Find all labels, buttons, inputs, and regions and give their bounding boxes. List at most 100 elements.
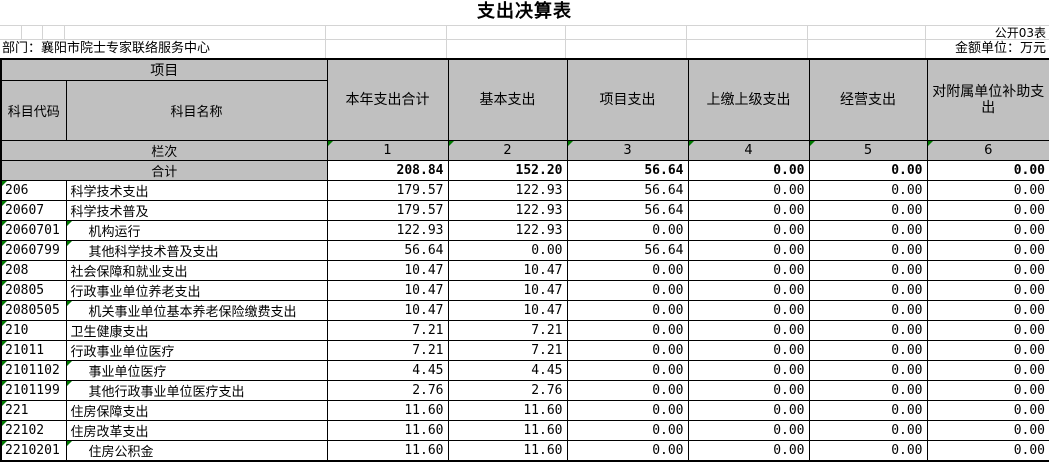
amount-cell[interactable]: 0.00 [447, 240, 568, 261]
column-index-1[interactable]: 1 [326, 140, 449, 161]
subject-code-cell[interactable]: 2080505 [0, 300, 67, 321]
amount-cell[interactable]: 122.93 [447, 220, 568, 241]
empty-cell[interactable] [326, 26, 447, 39]
amount-cell[interactable]: 0.00 [687, 320, 810, 341]
amount-cell[interactable]: 0.00 [687, 380, 810, 401]
amount-cell[interactable]: 0.00 [566, 260, 689, 281]
empty-cell[interactable] [326, 40, 447, 58]
amount-cell[interactable]: 0.00 [808, 400, 928, 421]
empty-cell[interactable] [447, 26, 566, 39]
subject-name-cell[interactable]: 其他行政事业单位医疗支出 [65, 380, 328, 401]
amount-cell[interactable]: 0.00 [566, 220, 689, 241]
empty-cell[interactable] [687, 26, 808, 39]
subject-code-cell[interactable]: 20607 [0, 200, 67, 221]
amount-cell[interactable]: 0.00 [926, 320, 1049, 341]
amount-cell[interactable]: 0.00 [926, 240, 1049, 261]
column-index-3[interactable]: 3 [566, 140, 689, 161]
amount-cell[interactable]: 0.00 [566, 320, 689, 341]
header-col-operating[interactable]: 经营支出 [808, 58, 928, 141]
amount-cell[interactable]: 0.00 [926, 340, 1049, 361]
amount-cell[interactable]: 0.00 [687, 400, 810, 421]
amount-cell[interactable]: 0.00 [566, 440, 689, 462]
subject-name-cell[interactable]: 住房公积金 [65, 440, 328, 462]
amount-cell[interactable]: 0.00 [808, 240, 928, 261]
amount-cell[interactable]: 0.00 [808, 380, 928, 401]
subject-code-cell[interactable]: 2210201 [0, 440, 67, 462]
column-index-5[interactable]: 5 [808, 140, 928, 161]
amount-cell[interactable]: 122.93 [326, 220, 449, 241]
header-col-subsidy[interactable]: 对附属单位补助支出 [926, 58, 1049, 141]
amount-cell[interactable]: 0.00 [687, 180, 810, 201]
amount-cell[interactable]: 0.00 [808, 360, 928, 381]
amount-cell[interactable]: 0.00 [808, 340, 928, 361]
subject-name-cell[interactable]: 行政事业单位养老支出 [65, 280, 328, 301]
amount-cell[interactable]: 0.00 [926, 420, 1049, 441]
column-index-4[interactable]: 4 [687, 140, 810, 161]
amount-cell[interactable]: 2.76 [447, 380, 568, 401]
amount-cell[interactable]: 0.00 [687, 260, 810, 281]
subject-code-cell[interactable]: 2060701 [0, 220, 67, 241]
subject-code-cell[interactable]: 2060799 [0, 240, 67, 261]
amount-cell[interactable]: 0.00 [926, 200, 1049, 221]
amount-cell[interactable]: 11.60 [447, 400, 568, 421]
amount-cell[interactable]: 0.00 [926, 220, 1049, 241]
amount-cell[interactable]: 10.47 [326, 280, 449, 301]
amount-cell[interactable]: 4.45 [447, 360, 568, 381]
subject-code-cell[interactable]: 22102 [0, 420, 67, 441]
amount-cell[interactable]: 11.60 [326, 420, 449, 441]
total-amount-cell[interactable]: 0.00 [808, 160, 928, 181]
amount-cell[interactable]: 10.47 [447, 300, 568, 321]
subject-name-cell[interactable]: 事业单位医疗 [65, 360, 328, 381]
amount-cell[interactable]: 0.00 [808, 320, 928, 341]
empty-cell[interactable] [808, 40, 926, 58]
total-label-cell[interactable]: 合计 [0, 160, 328, 181]
amount-cell[interactable]: 0.00 [687, 300, 810, 321]
amount-cell[interactable]: 10.47 [447, 260, 568, 281]
subject-name-cell[interactable]: 机构运行 [65, 220, 328, 241]
amount-cell[interactable]: 10.47 [447, 280, 568, 301]
amount-cell[interactable]: 0.00 [687, 440, 810, 462]
column-index-label[interactable]: 栏次 [0, 140, 328, 161]
amount-cell[interactable]: 0.00 [926, 300, 1049, 321]
empty-cell[interactable] [0, 26, 22, 39]
column-index-6[interactable]: 6 [926, 140, 1049, 161]
amount-cell[interactable]: 0.00 [566, 380, 689, 401]
amount-cell[interactable]: 11.60 [326, 440, 449, 462]
amount-cell[interactable]: 7.21 [447, 340, 568, 361]
amount-cell[interactable]: 56.64 [566, 240, 689, 261]
subject-name-cell[interactable]: 住房保障支出 [65, 400, 328, 421]
empty-cell[interactable] [43, 26, 65, 39]
amount-cell[interactable]: 7.21 [447, 320, 568, 341]
amount-cell[interactable]: 0.00 [926, 380, 1049, 401]
amount-cell[interactable]: 0.00 [687, 240, 810, 261]
subject-name-cell[interactable]: 科学技术支出 [65, 180, 328, 201]
empty-cell[interactable] [22, 26, 43, 39]
empty-cell[interactable] [808, 26, 926, 39]
subject-code-cell[interactable]: 20805 [0, 280, 67, 301]
amount-cell[interactable]: 7.21 [326, 320, 449, 341]
amount-cell[interactable]: 0.00 [566, 420, 689, 441]
amount-cell[interactable]: 179.57 [326, 180, 449, 201]
subject-name-cell[interactable]: 机关事业单位基本养老保险缴费支出 [65, 300, 328, 321]
subject-name-cell[interactable]: 科学技术普及 [65, 200, 328, 221]
amount-cell[interactable]: 11.60 [447, 420, 568, 441]
empty-cell[interactable] [687, 40, 808, 58]
amount-cell[interactable]: 0.00 [687, 200, 810, 221]
amount-cell[interactable]: 56.64 [326, 240, 449, 261]
amount-cell[interactable]: 0.00 [687, 280, 810, 301]
amount-cell[interactable]: 11.60 [447, 440, 568, 462]
empty-cell[interactable] [566, 40, 687, 58]
amount-cell[interactable]: 0.00 [566, 340, 689, 361]
amount-cell[interactable]: 0.00 [808, 180, 928, 201]
empty-cell[interactable] [566, 26, 687, 39]
amount-cell[interactable]: 56.64 [566, 180, 689, 201]
empty-cell[interactable] [447, 40, 566, 58]
amount-cell[interactable]: 0.00 [926, 360, 1049, 381]
subject-name-cell[interactable]: 社会保障和就业支出 [65, 260, 328, 281]
subject-name-cell[interactable]: 卫生健康支出 [65, 320, 328, 341]
subject-code-cell[interactable]: 210 [0, 320, 67, 341]
amount-cell[interactable]: 0.00 [926, 260, 1049, 281]
amount-cell[interactable]: 0.00 [687, 340, 810, 361]
amount-cell[interactable]: 0.00 [808, 440, 928, 462]
amount-cell[interactable]: 179.57 [326, 200, 449, 221]
